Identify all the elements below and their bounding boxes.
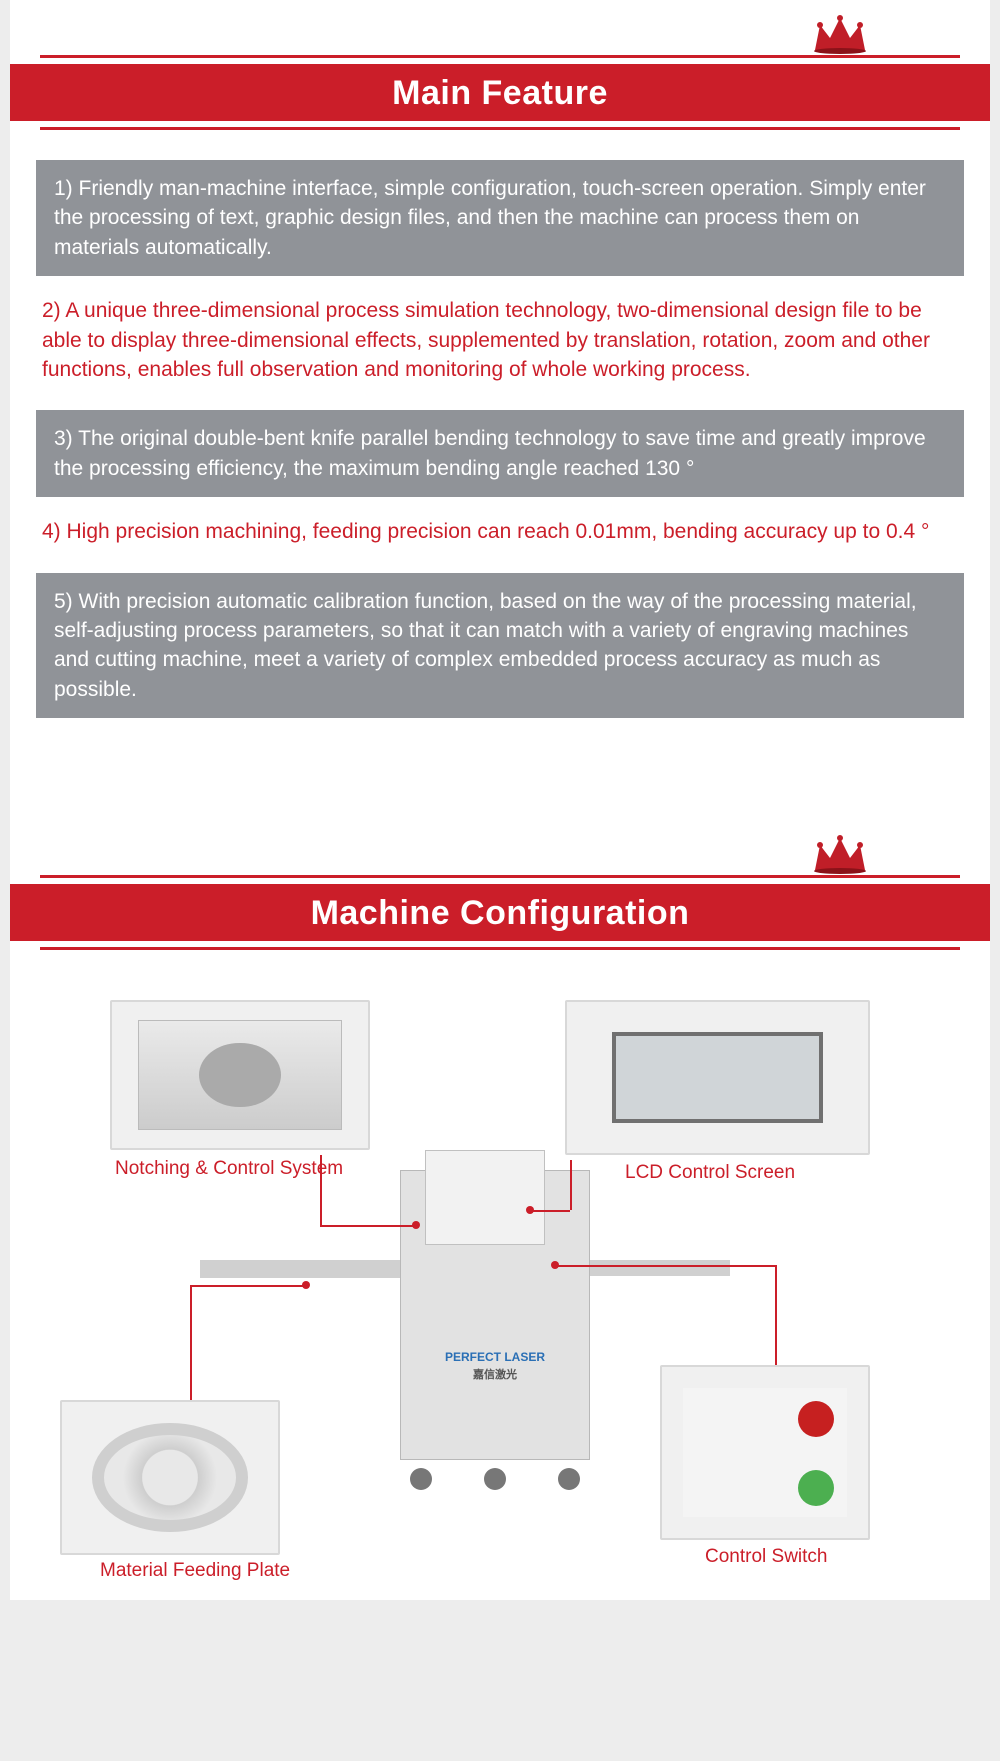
label-feeding: Material Feeding Plate [100, 1560, 290, 1582]
thumb-lcd [565, 1000, 870, 1155]
feature-item: 1) Friendly man-machine interface, simpl… [36, 160, 964, 276]
crown-icon [810, 830, 870, 875]
feature-list: 1) Friendly man-machine interface, simpl… [10, 160, 990, 718]
leader-line [555, 1265, 775, 1267]
divider [40, 127, 960, 130]
crown-icon [810, 10, 870, 55]
divider [40, 947, 960, 950]
leader-line [320, 1155, 322, 1225]
leader-line [190, 1285, 305, 1287]
section-main-feature: Main Feature 1) Friendly man-machine int… [10, 0, 990, 718]
leader-line [320, 1225, 415, 1227]
machine-brand-cn: 嘉信激光 [415, 1366, 575, 1382]
section-machine-config: Machine Configuration Notching & Control… [10, 730, 990, 1580]
divider [40, 875, 960, 878]
divider [40, 55, 960, 58]
feature-item: 5) With precision automatic calibration … [36, 573, 964, 719]
feature-item: 3) The original double-bent knife parall… [36, 410, 964, 497]
leader-line [570, 1160, 572, 1210]
thumb-feeding [60, 1400, 280, 1555]
machine-illustration: PERFECT LASER 嘉信激光 [280, 1150, 700, 1500]
leader-line [190, 1285, 192, 1400]
feature-item: 2) A unique three-dimensional process si… [36, 288, 964, 398]
crown-ornament [10, 0, 990, 55]
thumb-notching [110, 1000, 370, 1150]
machine-diagram: Notching & Control System LCD Control Sc… [10, 1000, 990, 1580]
thumb-switch [660, 1365, 870, 1540]
feature-item: 4) High precision machining, feeding pre… [36, 509, 964, 560]
section-title: Main Feature [10, 64, 990, 121]
section-title: Machine Configuration [10, 884, 990, 941]
crown-ornament [10, 820, 990, 875]
leader-line [530, 1210, 570, 1212]
leader-line [775, 1265, 777, 1365]
label-switch: Control Switch [705, 1546, 828, 1568]
machine-brand: PERFECT LASER [445, 1350, 545, 1364]
